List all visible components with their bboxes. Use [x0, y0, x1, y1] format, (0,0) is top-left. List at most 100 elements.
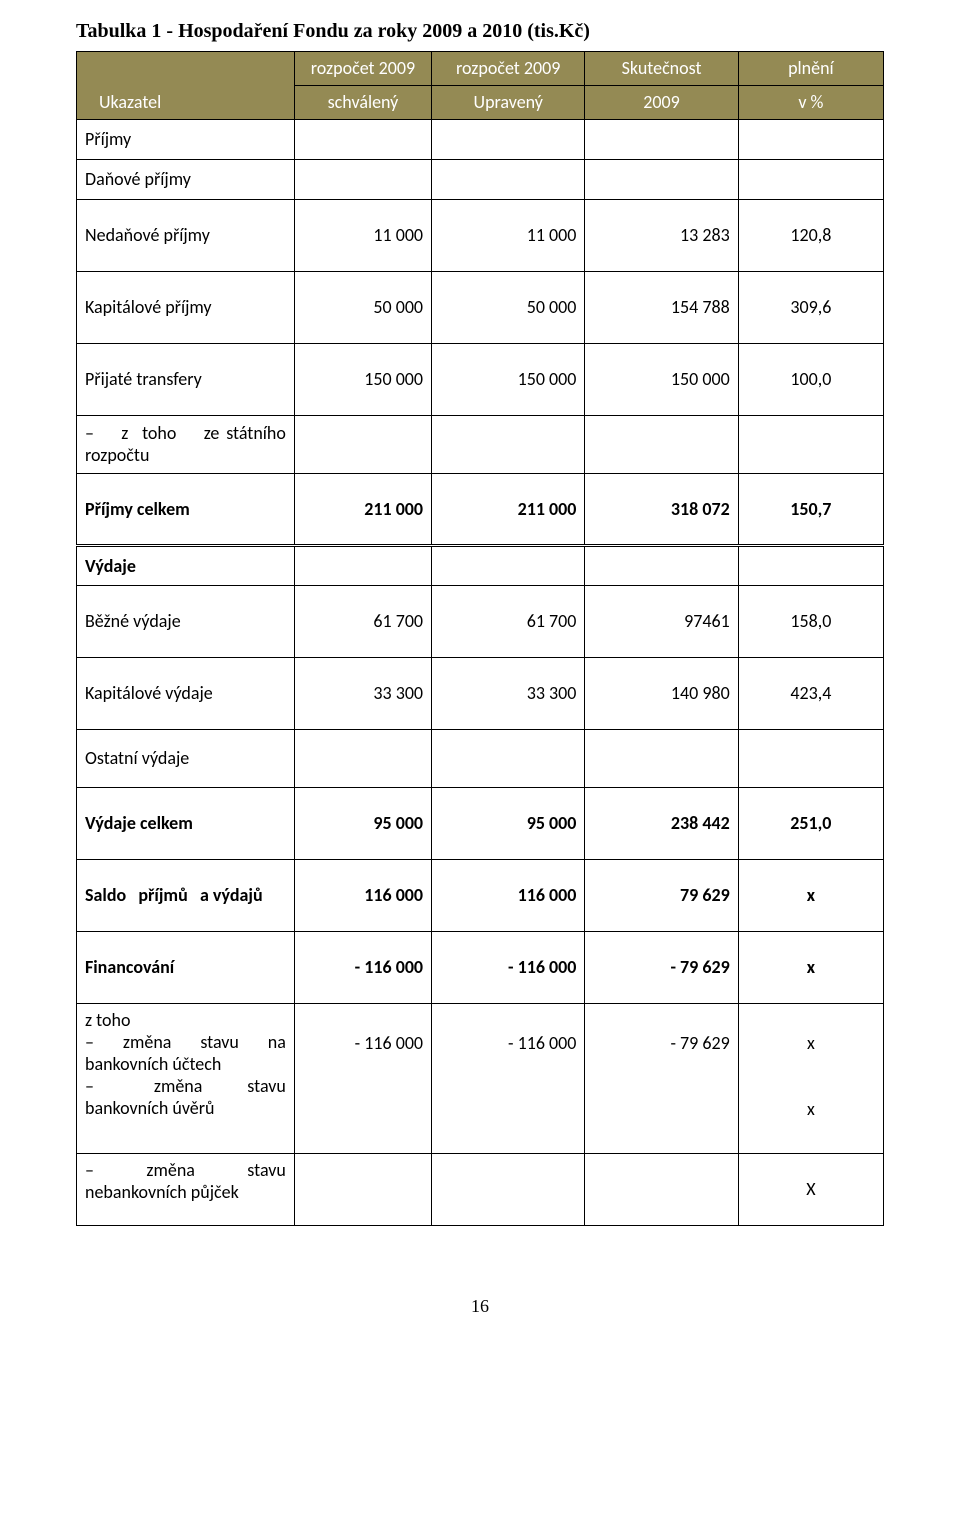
table-row: Saldo příjmů a výdajů116 000116 00079 62… — [77, 860, 884, 932]
budget-table: rozpočet 2009 rozpočet 2009 Skutečnost p… — [76, 51, 884, 1226]
row-cell — [585, 416, 738, 474]
row-cell: 251,0 — [738, 788, 883, 860]
table-row: – z toho ze státního rozpočtu — [77, 416, 884, 474]
row-cell — [432, 120, 585, 160]
table-row: Daňové příjmy — [77, 160, 884, 200]
row-cell — [585, 730, 738, 788]
row-cell: xx — [738, 1004, 883, 1154]
row-cell — [432, 160, 585, 200]
header-row-1: rozpočet 2009 rozpočet 2009 Skutečnost p… — [77, 52, 884, 86]
row-cell: 150 000 — [432, 344, 585, 416]
row-cell: - 79 629 — [585, 932, 738, 1004]
row-cell — [432, 1154, 585, 1226]
row-cell: 11 000 — [432, 200, 585, 272]
table-row: z toho– změna stavu na bankovních účtech… — [77, 1004, 884, 1154]
row-cell — [294, 160, 431, 200]
row-label: Výdaje celkem — [77, 788, 295, 860]
row-label: Nedaňové příjmy — [77, 200, 295, 272]
hdr-c3a: Skutečnost — [585, 52, 738, 86]
row-label: Přijaté transfery — [77, 344, 295, 416]
table-row: Výdaje celkem95 00095 000238 442251,0 — [77, 788, 884, 860]
row-cell: x — [738, 860, 883, 932]
table-row: Kapitálové výdaje33 30033 300140 980423,… — [77, 658, 884, 730]
row-cell: 150,7 — [738, 474, 883, 546]
row-cell: 238 442 — [585, 788, 738, 860]
row-cell: 100,0 — [738, 344, 883, 416]
row-cell: 33 300 — [294, 658, 431, 730]
header-row-2: Ukazatel schválený Upravený 2009 v % — [77, 86, 884, 120]
table-row: Běžné výdaje61 70061 70097461158,0 — [77, 586, 884, 658]
row-cell — [294, 546, 431, 586]
row-cell — [585, 546, 738, 586]
row-cell: - 116 000 — [432, 932, 585, 1004]
table-row: Kapitálové příjmy50 00050 000154 788309,… — [77, 272, 884, 344]
row-cell: - 116 000 — [294, 1004, 431, 1154]
row-cell: 61 700 — [432, 586, 585, 658]
row-cell — [294, 120, 431, 160]
row-cell — [738, 160, 883, 200]
row-cell: x — [738, 932, 883, 1004]
row-cell: 150 000 — [294, 344, 431, 416]
row-cell — [738, 416, 883, 474]
row-label: Ostatní výdaje — [77, 730, 295, 788]
row-cell: 120,8 — [738, 200, 883, 272]
row-cell: - 116 000 — [294, 932, 431, 1004]
row-cell: 116 000 — [294, 860, 431, 932]
row-label: Financování — [77, 932, 295, 1004]
hdr-ukazatel: Ukazatel — [77, 86, 295, 120]
table-body: PříjmyDaňové příjmyNedaňové příjmy11 000… — [77, 120, 884, 1226]
table-row: Přijaté transfery150 000150 000150 00010… — [77, 344, 884, 416]
row-cell: 50 000 — [294, 272, 431, 344]
row-cell: 158,0 — [738, 586, 883, 658]
hdr-c4a: plnění — [738, 52, 883, 86]
row-cell — [738, 730, 883, 788]
row-cell: 95 000 — [432, 788, 585, 860]
row-cell: 33 300 — [432, 658, 585, 730]
row-label: Saldo příjmů a výdajů — [77, 860, 295, 932]
row-cell — [738, 546, 883, 586]
row-cell: 309,6 — [738, 272, 883, 344]
table-row: Příjmy — [77, 120, 884, 160]
table-row: Nedaňové příjmy11 00011 00013 283120,8 — [77, 200, 884, 272]
row-cell — [585, 120, 738, 160]
row-cell — [294, 1154, 431, 1226]
row-cell: 61 700 — [294, 586, 431, 658]
row-cell: - 116 000 — [432, 1004, 585, 1154]
row-cell: 50 000 — [432, 272, 585, 344]
row-label: – změna stavu nebankovních půjček — [77, 1154, 295, 1226]
row-cell: 11 000 — [294, 200, 431, 272]
row-cell: 116 000 — [432, 860, 585, 932]
row-cell — [432, 416, 585, 474]
hdr-c2b: Upravený — [432, 86, 585, 120]
row-cell: - 79 629 — [585, 1004, 738, 1154]
table-row: – změna stavu nebankovních půjčekX — [77, 1154, 884, 1226]
hdr-c2a: rozpočet 2009 — [432, 52, 585, 86]
table-title: Tabulka 1 - Hospodaření Fondu za roky 20… — [76, 20, 884, 43]
row-cell: 97461 — [585, 586, 738, 658]
row-label: Kapitálové výdaje — [77, 658, 295, 730]
table-row: Financování- 116 000- 116 000- 79 629x — [77, 932, 884, 1004]
hdr-c4b: v % — [738, 86, 883, 120]
hdr-c3b: 2009 — [585, 86, 738, 120]
row-label: Výdaje — [77, 546, 295, 586]
row-label: – z toho ze státního rozpočtu — [77, 416, 295, 474]
table-row: Výdaje — [77, 546, 884, 586]
row-label: Daňové příjmy — [77, 160, 295, 200]
row-label: Příjmy celkem — [77, 474, 295, 546]
row-cell: 140 980 — [585, 658, 738, 730]
row-cell: 211 000 — [432, 474, 585, 546]
row-cell: 423,4 — [738, 658, 883, 730]
row-cell — [585, 160, 738, 200]
table-row: Příjmy celkem211 000211 000318 072150,7 — [77, 474, 884, 546]
row-cell: 211 000 — [294, 474, 431, 546]
row-label: Kapitálové příjmy — [77, 272, 295, 344]
row-cell: 318 072 — [585, 474, 738, 546]
row-cell: 13 283 — [585, 200, 738, 272]
hdr-c1a: rozpočet 2009 — [294, 52, 431, 86]
row-cell: 95 000 — [294, 788, 431, 860]
row-cell — [432, 546, 585, 586]
row-cell: 154 788 — [585, 272, 738, 344]
row-label: Běžné výdaje — [77, 586, 295, 658]
page-number: 16 — [76, 1296, 884, 1317]
row-cell — [738, 120, 883, 160]
